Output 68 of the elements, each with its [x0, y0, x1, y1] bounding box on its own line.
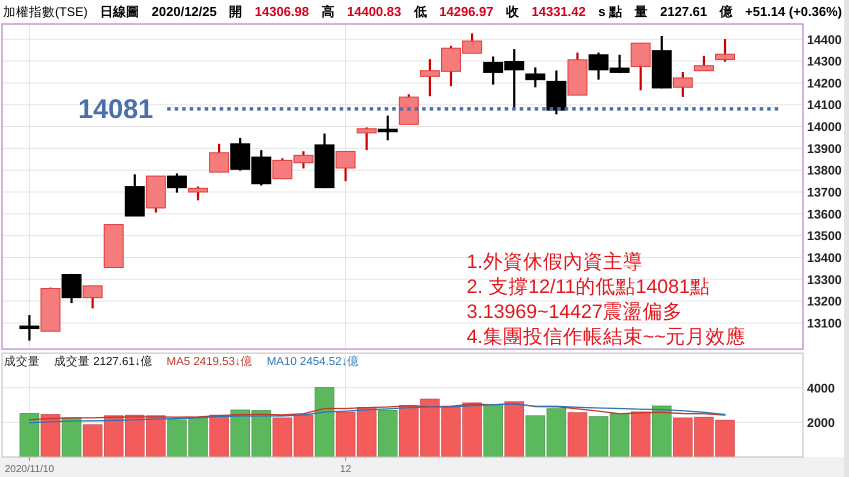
- bar: [62, 417, 82, 458]
- text: +51.14 (+0.36%): [745, 4, 842, 19]
- candlestick: [209, 142, 230, 174]
- bar: [568, 412, 588, 458]
- annotation: 成交量 2127.61↓億: [54, 354, 153, 368]
- y-tick-label: 13100: [807, 316, 842, 330]
- bar: [20, 413, 40, 458]
- bar: [209, 414, 229, 458]
- bar: [483, 404, 503, 458]
- candlestick: [694, 54, 714, 72]
- x-tick-label: 12: [340, 464, 352, 475]
- text: 14306.98: [254, 4, 309, 19]
- chart-title: 成交量: [4, 354, 40, 368]
- y-tick-label: 4000: [807, 381, 835, 396]
- candlestick: [336, 150, 356, 182]
- text: 量: [634, 4, 648, 19]
- text: 高: [322, 4, 334, 19]
- y-tick-label: 13700: [807, 186, 842, 200]
- text: 加權指數(TSE): [3, 5, 88, 19]
- text: MA10 2454.52↓億: [266, 354, 360, 368]
- candlestick: [62, 272, 82, 304]
- annotation: 4.集團投信作帳結束~~元月效應: [466, 326, 746, 348]
- text: 日線圖: [100, 4, 140, 19]
- y-tick-label: 14300: [807, 54, 842, 69]
- candlestick: [356, 126, 377, 152]
- text: 2020/12/25: [152, 4, 217, 19]
- candlestick: [525, 66, 546, 88]
- y-tick-label: 2000: [807, 416, 835, 430]
- annotation: 1.外資休假內資主導: [466, 250, 643, 274]
- y-tick-label: 13900: [807, 142, 842, 156]
- y-tick-label: 14000: [807, 120, 842, 134]
- text: MA5 2419.53↓億: [166, 354, 253, 368]
- y-tick-label: 14200: [807, 76, 842, 90]
- text: 14400.83: [347, 4, 402, 19]
- text: 收: [506, 4, 520, 19]
- candlestick: [630, 42, 651, 92]
- candlestick: [188, 185, 208, 202]
- candlestick: [19, 314, 40, 342]
- bar: [652, 406, 672, 458]
- bar: [314, 387, 334, 458]
- annotation: 3.13969~14427震盪偏多: [466, 301, 683, 324]
- candlestick: [378, 114, 398, 142]
- text: 14331.42: [532, 4, 586, 19]
- annotation: 2. 支撐12/11的低點14081點: [466, 276, 710, 298]
- ref-line-label: 14081: [78, 94, 154, 124]
- y-tick-label: 13800: [807, 164, 842, 178]
- text: 低: [412, 4, 427, 19]
- text: 2127.61: [660, 4, 708, 19]
- y-tick-label: 14100: [807, 98, 842, 112]
- y-tick-label: 13500: [807, 229, 842, 244]
- x-tick-label: 2020/11/10: [4, 464, 54, 475]
- text: 14296.97: [439, 4, 494, 19]
- bar: [40, 414, 60, 458]
- y-tick-label: 13400: [807, 250, 842, 265]
- text: 億: [718, 4, 734, 19]
- text: s 點: [598, 4, 622, 19]
- y-tick-label: 13300: [807, 272, 842, 287]
- bar: [378, 410, 398, 458]
- y-tick-label: 13200: [807, 294, 842, 309]
- text: 開: [229, 4, 242, 19]
- candlestick: [715, 38, 735, 63]
- candlestick: [82, 284, 103, 310]
- candlestick: [166, 172, 187, 194]
- bar: [630, 412, 650, 458]
- bar: [504, 401, 524, 458]
- candlestick: [672, 70, 693, 98]
- y-tick-label: 13600: [807, 207, 842, 222]
- y-tick-label: 14400: [807, 32, 842, 47]
